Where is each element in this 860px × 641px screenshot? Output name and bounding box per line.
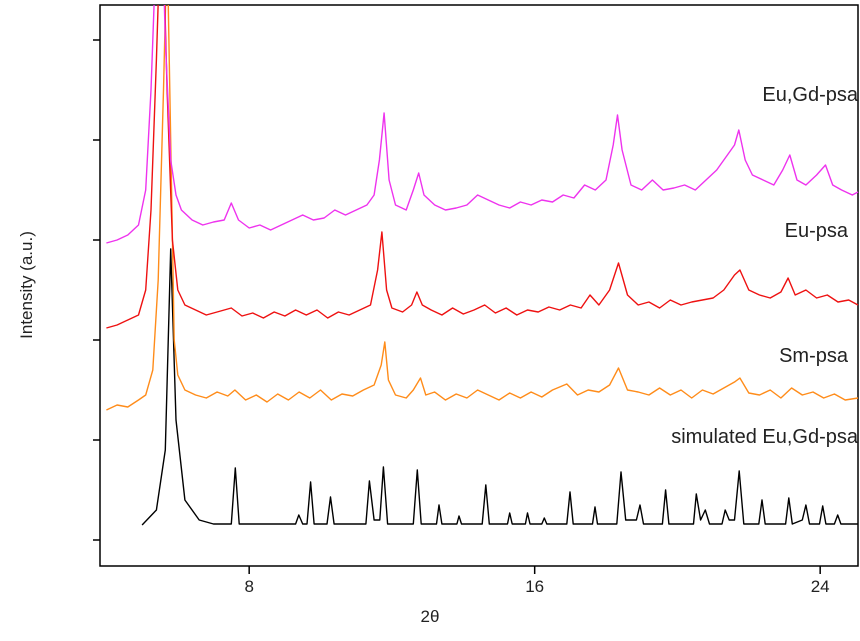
series-label: Sm-psa bbox=[779, 345, 849, 367]
y-axis-label: Intensity (a.u.) bbox=[17, 231, 36, 339]
x-axis-label: 2θ bbox=[421, 607, 440, 626]
plot-frame bbox=[99, 4, 859, 567]
series-line bbox=[106, 5, 859, 411]
plot-area bbox=[106, 5, 859, 526]
x-tick-label: 16 bbox=[525, 577, 544, 596]
x-tick-label: 24 bbox=[811, 577, 830, 596]
series-label: Eu,Gd-psa bbox=[762, 84, 858, 106]
series-line bbox=[106, 5, 859, 329]
series-label: simulated Eu,Gd-psa bbox=[671, 426, 859, 448]
series-line bbox=[106, 5, 859, 244]
series-line bbox=[141, 248, 858, 526]
x-tick-label: 8 bbox=[244, 577, 253, 596]
series-label: Eu-psa bbox=[785, 220, 849, 242]
